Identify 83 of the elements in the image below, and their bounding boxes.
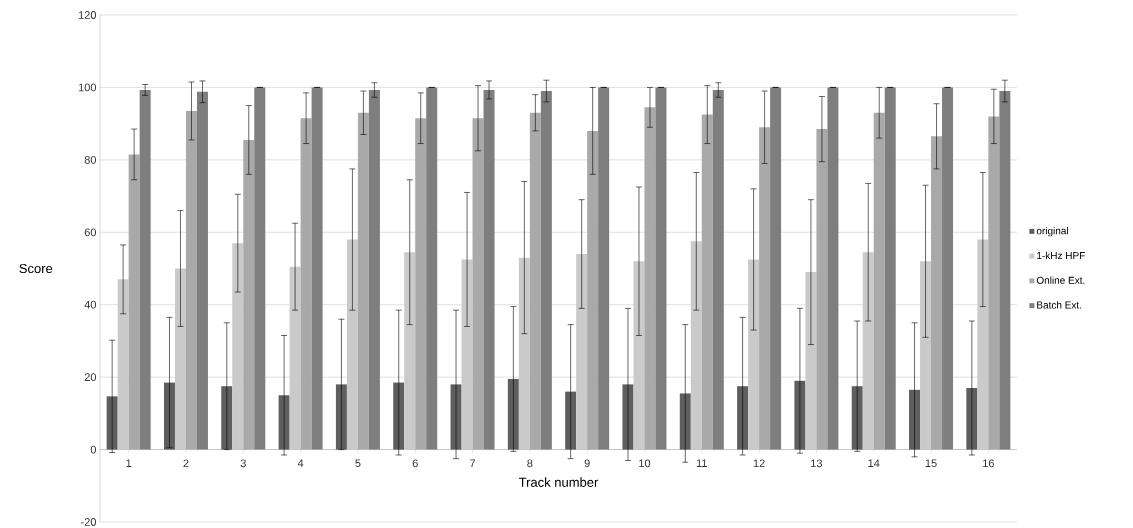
x-tick-label: 5 xyxy=(355,459,361,468)
x-tick-label: 3 xyxy=(240,459,246,468)
bar xyxy=(185,110,197,450)
bar xyxy=(415,118,427,450)
bar xyxy=(461,259,473,450)
bar xyxy=(988,116,1000,450)
bar xyxy=(117,279,129,450)
bar xyxy=(576,254,588,450)
bar xyxy=(346,239,358,450)
x-tick-label: 14 xyxy=(868,459,880,467)
bar xyxy=(311,87,323,450)
bar xyxy=(426,87,438,450)
y-tick-label: 60 xyxy=(84,228,97,237)
bar xyxy=(518,257,530,450)
bar xyxy=(587,130,599,450)
bar xyxy=(737,386,749,450)
bar xyxy=(999,91,1011,450)
bar xyxy=(655,87,667,450)
bar xyxy=(393,382,405,450)
bar xyxy=(472,118,484,450)
x-tick-label: 16 xyxy=(983,459,994,468)
bar xyxy=(977,239,989,450)
bar xyxy=(920,261,932,450)
bar xyxy=(598,87,610,450)
x-tick-label: 6 xyxy=(412,459,418,468)
bar xyxy=(232,243,244,450)
bar xyxy=(128,154,140,450)
bar xyxy=(770,87,782,450)
bar xyxy=(243,139,255,450)
y-tick-label: 20 xyxy=(84,373,97,382)
legend-label: 1-kHz HPF xyxy=(1037,251,1085,259)
bar xyxy=(289,266,301,450)
y-tick-label: 40 xyxy=(84,300,97,309)
x-tick-label: 13 xyxy=(811,459,823,468)
x-tick-label: 12 xyxy=(753,459,765,468)
x-tick-label: 7 xyxy=(470,459,476,467)
x-tick-label: 4 xyxy=(297,459,304,467)
bar xyxy=(931,136,943,450)
bar xyxy=(139,89,151,450)
bar xyxy=(748,259,760,450)
bar xyxy=(942,87,954,450)
bar xyxy=(712,89,724,450)
bar xyxy=(862,252,874,450)
bar xyxy=(483,89,495,450)
y-tick-label: 0 xyxy=(90,445,97,454)
y-tick-label: -20 xyxy=(81,518,97,526)
x-axis-title: Track number xyxy=(518,477,599,487)
x-tick-label: 15 xyxy=(925,459,937,468)
bar xyxy=(884,87,896,450)
x-tick-label: 11 xyxy=(696,459,707,467)
legend-label: original xyxy=(1036,227,1068,237)
x-tick-label: 10 xyxy=(639,459,651,468)
bar xyxy=(254,87,266,450)
y-tick-label: 120 xyxy=(78,11,97,19)
bar xyxy=(196,91,208,450)
bar xyxy=(300,118,312,450)
bar xyxy=(174,268,186,450)
bar xyxy=(357,112,369,450)
bar xyxy=(759,127,771,450)
bar xyxy=(565,391,577,450)
bar xyxy=(827,87,839,450)
bar xyxy=(404,252,416,450)
bar xyxy=(368,89,380,450)
bar xyxy=(529,112,541,450)
legend-label: Batch Ext. xyxy=(1037,301,1082,309)
x-tick-label: 9 xyxy=(584,459,590,468)
bar xyxy=(633,261,645,450)
x-tick-label: 2 xyxy=(183,459,189,468)
x-tick-label: 8 xyxy=(527,459,533,468)
bar xyxy=(644,107,656,450)
bar xyxy=(701,114,713,450)
y-tick-label: 100 xyxy=(78,83,97,92)
x-tick-label: 1 xyxy=(126,459,132,467)
bar xyxy=(690,241,702,450)
bar xyxy=(816,129,828,450)
bar xyxy=(873,112,885,450)
bar xyxy=(679,393,691,450)
legend-label: Online Ext. xyxy=(1036,276,1085,284)
y-tick-label: 80 xyxy=(84,155,97,164)
bar xyxy=(909,389,921,450)
y-axis-title: Score xyxy=(19,263,53,274)
bar xyxy=(805,272,817,450)
bar xyxy=(540,91,552,450)
